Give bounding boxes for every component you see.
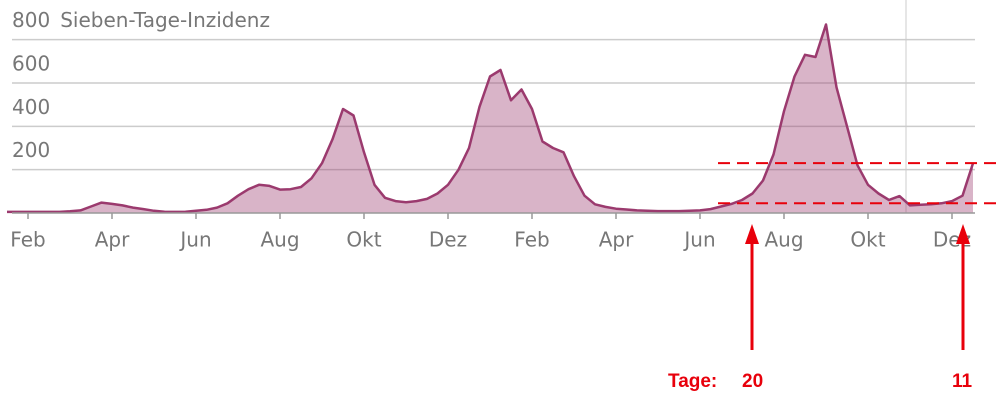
y-tick-label: 400 — [12, 95, 50, 119]
x-tick-label: Apr — [95, 228, 130, 252]
y-tick-label: 600 — [12, 52, 50, 76]
x-tick-label: Aug — [260, 228, 299, 252]
arrows — [745, 224, 970, 350]
grid: 200 400 600 800 Sieben-Tage-Inzidenz — [12, 8, 975, 171]
x-tick-label: Dez — [429, 228, 467, 252]
chart-title: Sieben-Tage-Inzidenz — [60, 8, 270, 32]
y-tick-label: 800 — [12, 8, 50, 32]
annotation: Tage: — [668, 371, 717, 392]
y-tick-label: 200 — [12, 138, 50, 162]
x-tick-label: Apr — [599, 228, 634, 252]
x-tick-label: Feb — [10, 228, 45, 252]
area — [7, 24, 973, 213]
x-tick-label: Aug — [764, 228, 803, 252]
x-tick-label: Jun — [178, 228, 211, 252]
plot: Feb Apr Jun Aug Okt Dez Feb Apr Jun Aug Okt Dez — [7, 23, 975, 252]
x-tick-label: Jun — [682, 228, 715, 252]
annotation: 20 — [742, 371, 763, 392]
x-tick-label: Okt — [346, 228, 381, 252]
line — [7, 23, 975, 214]
annotation: 11 — [952, 371, 973, 392]
x-tick-label: Feb — [514, 228, 549, 252]
x-tick-label: Okt — [850, 228, 885, 252]
